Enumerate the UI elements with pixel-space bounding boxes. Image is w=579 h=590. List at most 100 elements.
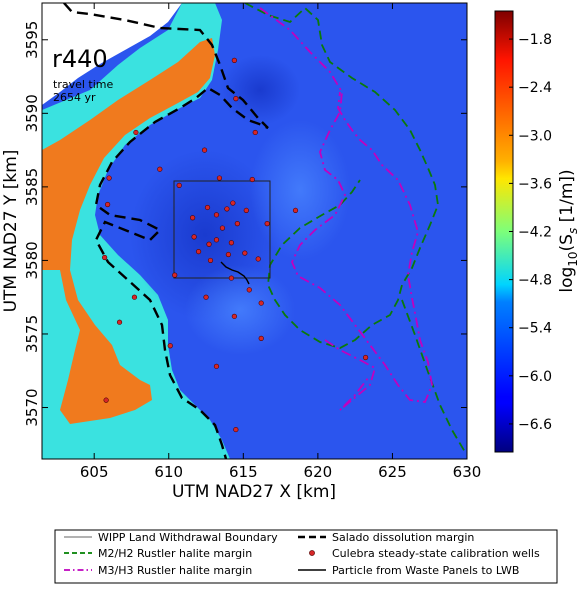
calibration-well-marker [213, 237, 220, 243]
calibration-well-marker [167, 343, 173, 349]
calibration-well-marker [231, 57, 237, 63]
plot-frame [41, 2, 468, 460]
calibration-well-marker [103, 397, 109, 403]
legend-item-2-label: M2/H2 Rustler halite margin [98, 547, 252, 560]
calibration-well-marker [225, 251, 232, 258]
x-tick-label: 625 [378, 463, 407, 481]
calibration-well-marker [201, 147, 208, 153]
y-tick-label: 3585 [23, 168, 41, 206]
calibration-well-marker [258, 300, 264, 306]
calibration-well-marker [203, 294, 209, 300]
calibration-well-marker [204, 204, 211, 211]
particle-track [220, 261, 250, 285]
calibration-well-marker [216, 175, 223, 181]
legend-item-3-swatch [309, 550, 315, 556]
y-axis-label: UTM NAD27 Y [km] [1, 150, 21, 313]
y-tick-label: 3590 [23, 94, 41, 132]
calibration-well-marker [131, 294, 138, 300]
calibration-well-marker [157, 166, 163, 172]
calibration-well-marker [228, 275, 234, 281]
colorbar-tick-label: −6.6 [518, 417, 552, 433]
calibration-well-marker [264, 221, 270, 227]
calibration-well-marker [258, 335, 264, 341]
colorbar-tick-label: −5.4 [518, 321, 552, 337]
calibration-well-marker [233, 426, 239, 433]
y-tick-label: 3595 [23, 21, 41, 59]
panel-label: r440 [52, 45, 108, 73]
higher-storativity-zone-east [250, 120, 350, 260]
calibration-well-marker [207, 257, 214, 264]
calibration-well-marker [243, 207, 249, 214]
y-tick-label: 3580 [23, 241, 41, 279]
x-tick-label: 620 [304, 463, 333, 481]
colorbar-ticks: −1.8 −2.4 −3.0 −3.6 −4.2 −4.8 −5.4 −6.0 −6.6 [509, 32, 552, 433]
colorbar-tick-label: −1.8 [518, 32, 552, 48]
calibration-well-marker [176, 182, 182, 188]
legend-item-5-label: Particle from Waste Panels to LWB [332, 564, 519, 577]
legend-item-4-label: M3/H3 Rustler halite margin [98, 564, 252, 577]
calibration-well-marker [191, 234, 197, 240]
colorbar-tick-label: −3.0 [518, 128, 552, 144]
calibration-well-marker [231, 313, 237, 319]
colorbar-tick-label: −4.8 [518, 273, 552, 289]
wipp-land-withdrawal-boundary [173, 180, 271, 279]
no-data-region [42, 3, 182, 105]
colorbar-tick-label: −2.4 [518, 80, 552, 96]
storativity-map [42, 3, 467, 459]
y-tick-label: 3575 [23, 315, 41, 353]
x-tick-label: 610 [154, 463, 183, 481]
y-axis-ticks: 3570 3575 3580 3585 3590 3595 [23, 21, 467, 427]
calibration-well-marker [172, 272, 178, 278]
calibration-well-marker [242, 250, 248, 256]
m2h2-halite-margin [244, 3, 439, 349]
x-tick-label: 630 [453, 463, 482, 481]
m2h2-halite-margin-south [401, 299, 466, 453]
m3h3-halite-margin [259, 7, 433, 403]
calibration-well-marker [224, 206, 230, 212]
x-tick-label: 605 [80, 463, 109, 481]
calibration-well-marker [233, 96, 239, 102]
colorbar-tick-label: −3.6 [518, 176, 552, 192]
calibration-well-marker [105, 201, 111, 208]
x-axis-label: UTM NAD27 X [km] [172, 482, 336, 502]
m3h3-halite-margin-south [324, 339, 377, 411]
calibration-well-marker [190, 215, 196, 221]
higher-storativity-zone [185, 265, 295, 355]
calibration-well-marker [133, 129, 139, 136]
calibration-well-marker [246, 287, 252, 293]
low-storativity-north [220, 55, 300, 125]
calibration-well-marker [219, 225, 226, 231]
legend-item-1-label: Salado dissolution margin [332, 531, 474, 544]
travel-time-value: 2654 yr [53, 91, 96, 104]
calibration-well-marker [249, 176, 255, 183]
calibration-well-marker [195, 248, 202, 255]
y-tick-label: 3570 [23, 388, 41, 426]
calibration-well-marker [116, 319, 123, 325]
legend-item-0-label: WIPP Land Withdrawal Boundary [98, 531, 278, 544]
x-tick-label: 615 [229, 463, 258, 481]
calibration-well-marker [362, 354, 369, 361]
orange-region [42, 38, 215, 459]
calibration-well-marker [230, 200, 236, 206]
salado-dissolution-margin [63, 3, 269, 459]
calibration-well-marker [234, 221, 240, 227]
calibration-well-marker [213, 363, 220, 369]
calibration-well-marker [228, 240, 234, 246]
calibration-well-marker [206, 241, 212, 247]
colorbar-tick-label: −4.2 [518, 225, 552, 241]
legend-item-3-label: Culebra steady-state calibration wells [332, 547, 540, 560]
calibration-well-marker [102, 254, 108, 261]
calibration-wells [102, 57, 369, 433]
x-axis-ticks: 605 610 615 620 625 630 [80, 3, 481, 481]
travel-time-label: travel time [53, 78, 113, 91]
colorbar-label: log10(Ss [1/m]) [557, 169, 579, 292]
calibration-well-marker [213, 212, 220, 218]
calibration-well-marker [292, 207, 299, 214]
calibration-well-marker [106, 175, 112, 181]
legend-box [54, 529, 558, 584]
colorbar-tick-label: −6.0 [518, 369, 552, 385]
calibration-well-marker [255, 256, 261, 262]
calibration-well-marker [252, 129, 258, 136]
legend: WIPP Land Withdrawal Boundary Salado diss… [64, 531, 540, 577]
